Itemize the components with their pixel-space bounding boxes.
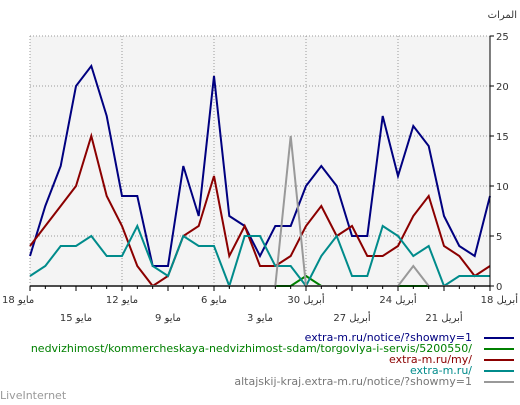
x-tick-label: 9 مايو (155, 313, 181, 324)
legend-item: altajskij-kraj.extra-m.ru/notice/?showmy… (0, 375, 520, 388)
legend-swatch (484, 337, 514, 339)
x-tick-label: 30 أبريل (287, 293, 325, 306)
x-tick-label: 24 أبريل (379, 293, 417, 306)
y-tick-label: 0 (496, 282, 502, 293)
legend-label: extra-m.ru/ (409, 364, 472, 377)
footer-brand: LiveInternet (0, 389, 67, 402)
x-tick-label: 18 مايو (2, 295, 34, 306)
x-tick-label: 12 مايو (106, 295, 138, 306)
legend-swatch (484, 370, 514, 372)
series-line-0 (29, 63, 491, 267)
plot-background (30, 36, 490, 286)
x-tick-label: 18 أبريل (481, 293, 519, 306)
series-line-2 (29, 132, 491, 288)
series-line-3 (29, 223, 490, 290)
legend-label: nedvizhimost/kommercheskaya-nedvizhimost… (30, 342, 472, 355)
y-tick-label: 20 (496, 82, 509, 93)
line-chart: 0 5 10 15 20 25 18 مايو 12 مايو 6 مايو 30 أبريل 24… (2, 10, 518, 324)
x-tick-label: 6 مايو (201, 295, 227, 306)
y-tick-label: 15 (496, 132, 509, 143)
legend-item: extra-m.ru/notice/?showmy=1 (0, 331, 520, 344)
chart-ticks: 0 5 10 15 20 25 18 مايو 12 مايو 6 مايو 30 أبريل 24… (2, 32, 518, 324)
legend-item: extra-m.ru/my/ (0, 353, 520, 366)
legend-label: altajskij-kraj.extra-m.ru/notice/?showmy… (234, 375, 472, 388)
legend-label: extra-m.ru/my/ (389, 353, 472, 366)
x-tick-label: 15 مايو (60, 313, 92, 324)
y-axis-label: المرات (488, 10, 517, 21)
chart-legend: extra-m.ru/notice/?showmy=1 nedvizhimost/… (0, 331, 520, 389)
x-tick-label: 3 مايو (247, 313, 273, 324)
y-tick-label: 10 (496, 182, 509, 193)
legend-label: extra-m.ru/notice/?showmy=1 (304, 331, 472, 344)
legend-item: nedvizhimost/kommercheskaya-nedvizhimost… (0, 342, 520, 355)
legend-swatch (484, 381, 514, 383)
x-tick-label: 27 أبريل (333, 311, 371, 324)
y-tick-label: 5 (496, 232, 502, 243)
x-tick-label: 21 أبريل (425, 311, 463, 324)
legend-swatch (484, 348, 514, 350)
legend-item: extra-m.ru/ (0, 364, 520, 377)
y-tick-label: 25 (496, 32, 509, 43)
legend-swatch (484, 359, 514, 361)
